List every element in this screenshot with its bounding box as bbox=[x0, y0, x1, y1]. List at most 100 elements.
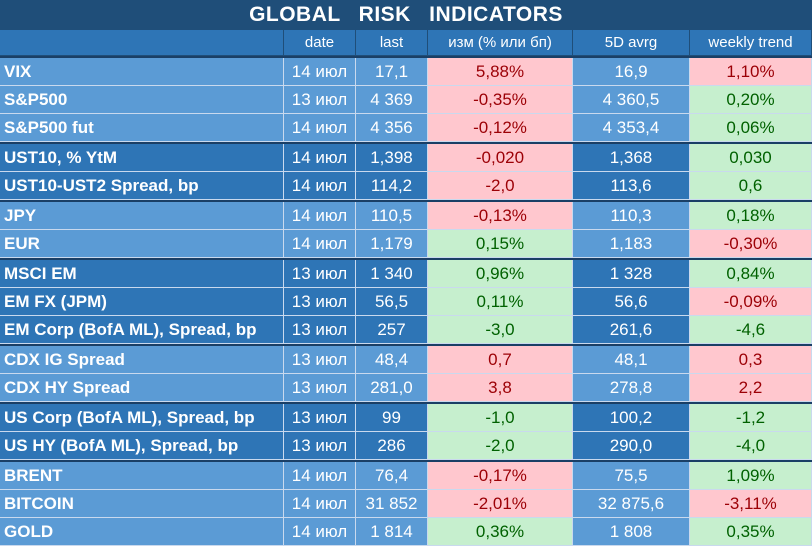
date-cell[interactable]: 13 июл bbox=[284, 288, 356, 316]
last-value-cell[interactable]: 1 814 bbox=[356, 518, 428, 546]
change-cell[interactable]: -2,0 bbox=[428, 172, 573, 200]
indicator-name-cell[interactable]: BRENT bbox=[0, 462, 284, 490]
last-value-cell[interactable]: 99 bbox=[356, 404, 428, 432]
indicator-name-cell[interactable]: MSCI EM bbox=[0, 260, 284, 288]
indicator-name-cell[interactable]: UST10, % YtM bbox=[0, 144, 284, 172]
last-value-cell[interactable]: 1,398 bbox=[356, 144, 428, 172]
weekly-trend-cell[interactable]: -3,11% bbox=[690, 490, 812, 518]
weekly-trend-cell[interactable]: 0,35% bbox=[690, 518, 812, 546]
change-cell[interactable]: -1,0 bbox=[428, 404, 573, 432]
last-value-cell[interactable]: 31 852 bbox=[356, 490, 428, 518]
change-cell[interactable]: -0,12% bbox=[428, 114, 573, 142]
date-cell[interactable]: 14 июл bbox=[284, 518, 356, 546]
date-cell[interactable]: 13 июл bbox=[284, 346, 356, 374]
header-last-cell[interactable]: last bbox=[356, 30, 428, 56]
weekly-trend-cell[interactable]: -0,30% bbox=[690, 230, 812, 258]
last-value-cell[interactable]: 1 340 bbox=[356, 260, 428, 288]
indicator-name-cell[interactable]: EM Corp (BofA ML), Spread, bp bbox=[0, 316, 284, 344]
change-cell[interactable]: 0,11% bbox=[428, 288, 573, 316]
avg5d-cell[interactable]: 75,5 bbox=[573, 462, 690, 490]
date-cell[interactable]: 13 июл bbox=[284, 374, 356, 402]
weekly-trend-cell[interactable]: 0,84% bbox=[690, 260, 812, 288]
header-name-cell[interactable] bbox=[0, 30, 284, 56]
indicator-name-cell[interactable]: US Corp (BofA ML), Spread, bp bbox=[0, 404, 284, 432]
header-change-cell[interactable]: изм (% или бп) bbox=[428, 30, 573, 56]
avg5d-cell[interactable]: 1,183 bbox=[573, 230, 690, 258]
header-trend-cell[interactable]: weekly trend bbox=[690, 30, 812, 56]
change-cell[interactable]: 0,15% bbox=[428, 230, 573, 258]
last-value-cell[interactable]: 281,0 bbox=[356, 374, 428, 402]
weekly-trend-cell[interactable]: -4,0 bbox=[690, 432, 812, 460]
weekly-trend-cell[interactable]: -0,09% bbox=[690, 288, 812, 316]
avg5d-cell[interactable]: 16,9 bbox=[573, 58, 690, 86]
indicator-name-cell[interactable]: BITCOIN bbox=[0, 490, 284, 518]
avg5d-cell[interactable]: 100,2 bbox=[573, 404, 690, 432]
avg5d-cell[interactable]: 110,3 bbox=[573, 202, 690, 230]
change-cell[interactable]: -0,13% bbox=[428, 202, 573, 230]
indicator-name-cell[interactable]: JPY bbox=[0, 202, 284, 230]
date-cell[interactable]: 13 июл bbox=[284, 316, 356, 344]
avg5d-cell[interactable]: 48,1 bbox=[573, 346, 690, 374]
change-cell[interactable]: 0,36% bbox=[428, 518, 573, 546]
date-cell[interactable]: 13 июл bbox=[284, 432, 356, 460]
change-cell[interactable]: -2,0 bbox=[428, 432, 573, 460]
last-value-cell[interactable]: 257 bbox=[356, 316, 428, 344]
change-cell[interactable]: -0,17% bbox=[428, 462, 573, 490]
weekly-trend-cell[interactable]: -1,2 bbox=[690, 404, 812, 432]
avg5d-cell[interactable]: 56,6 bbox=[573, 288, 690, 316]
weekly-trend-cell[interactable]: 0,06% bbox=[690, 114, 812, 142]
change-cell[interactable]: -3,0 bbox=[428, 316, 573, 344]
date-cell[interactable]: 13 июл bbox=[284, 404, 356, 432]
weekly-trend-cell[interactable]: 0,6 bbox=[690, 172, 812, 200]
change-cell[interactable]: 0,96% bbox=[428, 260, 573, 288]
change-cell[interactable]: -0,35% bbox=[428, 86, 573, 114]
change-cell[interactable]: 5,88% bbox=[428, 58, 573, 86]
indicator-name-cell[interactable]: S&P500 fut bbox=[0, 114, 284, 142]
avg5d-cell[interactable]: 32 875,6 bbox=[573, 490, 690, 518]
weekly-trend-cell[interactable]: 1,10% bbox=[690, 58, 812, 86]
date-cell[interactable]: 14 июл bbox=[284, 202, 356, 230]
last-value-cell[interactable]: 76,4 bbox=[356, 462, 428, 490]
date-cell[interactable]: 14 июл bbox=[284, 114, 356, 142]
indicator-name-cell[interactable]: GOLD bbox=[0, 518, 284, 546]
last-value-cell[interactable]: 4 356 bbox=[356, 114, 428, 142]
weekly-trend-cell[interactable]: 2,2 bbox=[690, 374, 812, 402]
header-date-cell[interactable]: date bbox=[284, 30, 356, 56]
last-value-cell[interactable]: 110,5 bbox=[356, 202, 428, 230]
date-cell[interactable]: 14 июл bbox=[284, 490, 356, 518]
indicator-name-cell[interactable]: EUR bbox=[0, 230, 284, 258]
last-value-cell[interactable]: 4 369 bbox=[356, 86, 428, 114]
date-cell[interactable]: 14 июл bbox=[284, 172, 356, 200]
weekly-trend-cell[interactable]: -4,6 bbox=[690, 316, 812, 344]
change-cell[interactable]: -0,020 bbox=[428, 144, 573, 172]
avg5d-cell[interactable]: 113,6 bbox=[573, 172, 690, 200]
indicator-name-cell[interactable]: UST10-UST2 Spread, bp bbox=[0, 172, 284, 200]
last-value-cell[interactable]: 48,4 bbox=[356, 346, 428, 374]
avg5d-cell[interactable]: 278,8 bbox=[573, 374, 690, 402]
weekly-trend-cell[interactable]: 0,18% bbox=[690, 202, 812, 230]
last-value-cell[interactable]: 286 bbox=[356, 432, 428, 460]
date-cell[interactable]: 14 июл bbox=[284, 230, 356, 258]
date-cell[interactable]: 13 июл bbox=[284, 86, 356, 114]
change-cell[interactable]: 3,8 bbox=[428, 374, 573, 402]
last-value-cell[interactable]: 114,2 bbox=[356, 172, 428, 200]
last-value-cell[interactable]: 17,1 bbox=[356, 58, 428, 86]
header-avg5d-cell[interactable]: 5D avrg bbox=[573, 30, 690, 56]
avg5d-cell[interactable]: 4 360,5 bbox=[573, 86, 690, 114]
weekly-trend-cell[interactable]: 0,20% bbox=[690, 86, 812, 114]
indicator-name-cell[interactable]: EM FX (JPM) bbox=[0, 288, 284, 316]
indicator-name-cell[interactable]: US HY (BofA ML), Spread, bp bbox=[0, 432, 284, 460]
indicator-name-cell[interactable]: CDX IG Spread bbox=[0, 346, 284, 374]
last-value-cell[interactable]: 56,5 bbox=[356, 288, 428, 316]
weekly-trend-cell[interactable]: 0,3 bbox=[690, 346, 812, 374]
indicator-name-cell[interactable]: VIX bbox=[0, 58, 284, 86]
date-cell[interactable]: 14 июл bbox=[284, 58, 356, 86]
avg5d-cell[interactable]: 1 808 bbox=[573, 518, 690, 546]
weekly-trend-cell[interactable]: 1,09% bbox=[690, 462, 812, 490]
date-cell[interactable]: 13 июл bbox=[284, 260, 356, 288]
weekly-trend-cell[interactable]: 0,030 bbox=[690, 144, 812, 172]
avg5d-cell[interactable]: 4 353,4 bbox=[573, 114, 690, 142]
indicator-name-cell[interactable]: S&P500 bbox=[0, 86, 284, 114]
change-cell[interactable]: 0,7 bbox=[428, 346, 573, 374]
avg5d-cell[interactable]: 261,6 bbox=[573, 316, 690, 344]
